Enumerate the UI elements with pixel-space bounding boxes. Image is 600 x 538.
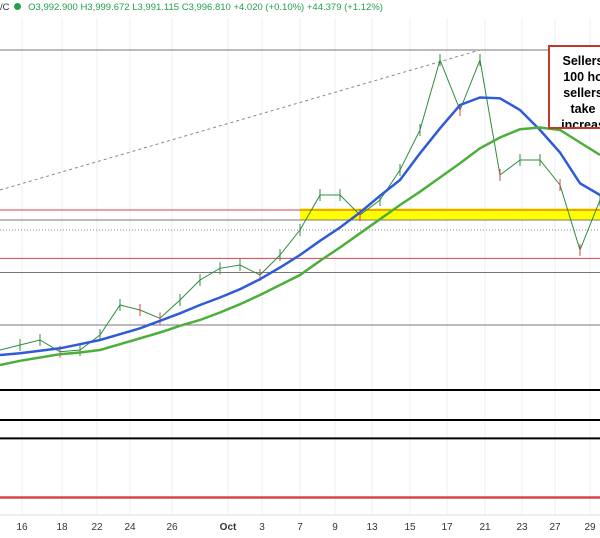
- x-tick-label: 22: [91, 522, 103, 533]
- annotation-line: 100 ho: [563, 70, 600, 84]
- change-value-2: +44.379 (+1.12%): [306, 2, 383, 13]
- change-value: +4.020 (+0.10%): [233, 2, 305, 13]
- x-tick-label: 17: [441, 522, 453, 533]
- x-tick-label: 23: [516, 522, 528, 533]
- x-tick-label: 24: [124, 522, 136, 533]
- high-value: H3,999.672: [80, 2, 130, 13]
- open-value: O3,992.900: [28, 2, 78, 13]
- series-ma_slow: [0, 126, 600, 367]
- x-tick-label: 15: [404, 522, 416, 533]
- support-band: [300, 208, 600, 220]
- x-tick-label: 16: [16, 522, 28, 533]
- x-tick-label: Oct: [219, 522, 237, 533]
- x-tick-label: 29: [584, 522, 596, 533]
- status-dot-icon: [13, 3, 21, 10]
- annotation-line: take: [570, 102, 596, 116]
- x-tick-label: 21: [479, 522, 491, 533]
- x-tick-label: 13: [366, 522, 378, 533]
- symbol: /C: [0, 2, 10, 13]
- low-value: L3,991.115: [132, 2, 180, 13]
- x-tick-label: 3: [259, 522, 265, 533]
- annotation-line: sellers: [563, 86, 600, 100]
- annotation-box: Sellers 100 ho sellers take increas: [548, 45, 600, 129]
- x-tick-label: 9: [332, 522, 338, 533]
- close-value: C3,996.810: [181, 2, 231, 13]
- x-tick-label: 27: [549, 522, 561, 533]
- annotation-line: Sellers: [562, 54, 600, 68]
- annotation-line: increas: [561, 118, 600, 129]
- x-tick-label: 26: [166, 522, 178, 533]
- x-tick-label: 7: [297, 522, 303, 533]
- trend-line: [0, 49, 481, 191]
- ohlc-header: /C O3,992.900 H3,999.672 L3,991.115 C3,9…: [0, 2, 383, 13]
- series-ma_fast: [0, 96, 600, 357]
- x-tick-label: 18: [56, 522, 68, 533]
